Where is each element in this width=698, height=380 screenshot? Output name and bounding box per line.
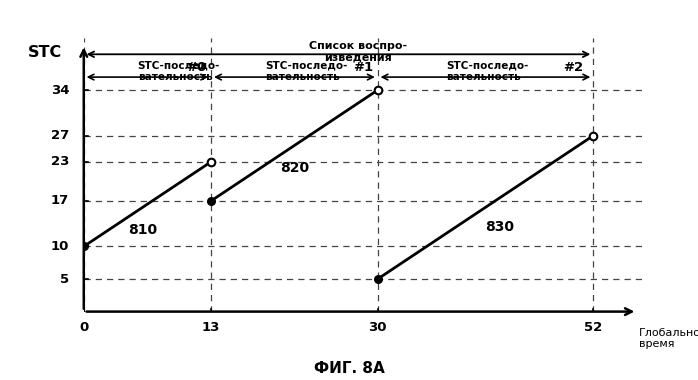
Text: 27: 27	[51, 129, 69, 142]
Text: 0: 0	[79, 321, 89, 334]
Text: STC-последо-
вательность: STC-последо- вательность	[138, 61, 220, 82]
Text: ФИГ. 8А: ФИГ. 8А	[313, 361, 385, 376]
Text: Список воспро-
изведения: Список воспро- изведения	[309, 41, 407, 63]
Text: #0: #0	[186, 61, 206, 74]
Text: 34: 34	[50, 84, 69, 97]
Text: 52: 52	[584, 321, 602, 334]
Text: 820: 820	[280, 161, 309, 175]
Text: Глобальное
время: Глобальное время	[639, 328, 698, 350]
Text: 17: 17	[51, 194, 69, 207]
Text: 810: 810	[128, 223, 157, 237]
Text: 10: 10	[51, 240, 69, 253]
Text: 30: 30	[369, 321, 387, 334]
Text: #1: #1	[352, 61, 373, 74]
Text: STC: STC	[27, 44, 61, 60]
Text: 5: 5	[60, 272, 69, 285]
Text: #2: #2	[563, 61, 584, 74]
Text: STC-последо-
вательность: STC-последо- вательность	[265, 61, 348, 82]
Text: 23: 23	[51, 155, 69, 168]
Text: STC-последо-
вательность: STC-последо- вательность	[446, 61, 528, 82]
Text: 830: 830	[485, 220, 514, 234]
Text: 13: 13	[202, 321, 221, 334]
